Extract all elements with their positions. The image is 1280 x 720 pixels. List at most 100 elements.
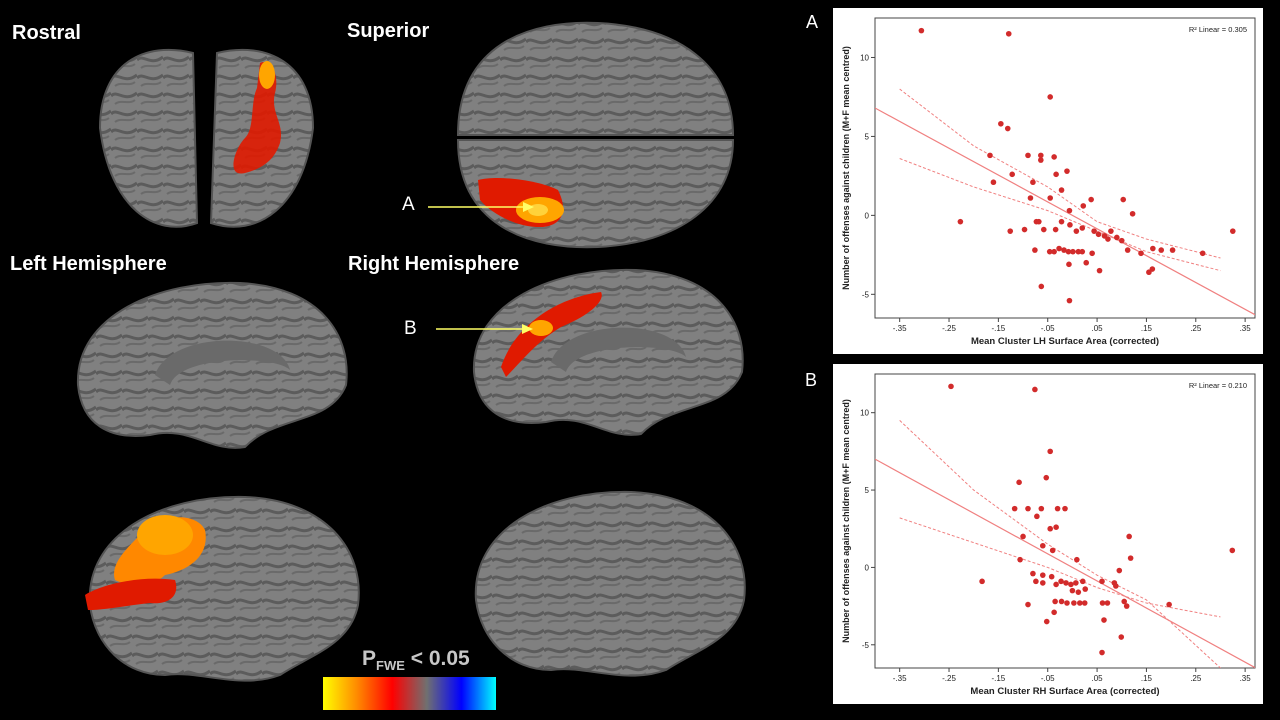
data-point xyxy=(1052,226,1059,233)
data-point xyxy=(1150,245,1156,252)
data-point xyxy=(1081,600,1088,606)
data-point xyxy=(1064,168,1070,174)
data-point xyxy=(1020,533,1026,540)
y-tick-label: 5 xyxy=(865,132,870,141)
superior-label: Superior xyxy=(347,20,430,42)
y-tick-label: 10 xyxy=(860,409,869,418)
data-point xyxy=(1113,583,1119,589)
y-tick-label: 0 xyxy=(865,211,870,220)
data-point xyxy=(1070,248,1076,255)
ci-upper-line xyxy=(899,420,1221,668)
data-point xyxy=(1025,152,1031,159)
x-tick-label: -.15 xyxy=(991,674,1005,683)
data-point xyxy=(1075,589,1082,595)
data-point xyxy=(1051,609,1057,616)
data-point xyxy=(1099,578,1105,585)
r2-label: R² Linear = 0.305 xyxy=(1189,25,1247,34)
brain-left-hemisphere-medial xyxy=(76,281,348,449)
data-point xyxy=(1054,505,1061,512)
rostral-label: Rostral xyxy=(12,22,81,44)
r2-label: R² Linear = 0.210 xyxy=(1189,381,1247,390)
data-point xyxy=(1038,152,1044,159)
scatter-plot-a: -.35 -.25 -.15 -.05 .05 .15 .25 .35 10 5 0 -5 Mean C… xyxy=(841,17,1256,347)
data-point xyxy=(1040,226,1047,233)
ci-upper-line xyxy=(899,88,1221,259)
data-point xyxy=(1068,581,1074,588)
data-point xyxy=(979,578,985,585)
data-point xyxy=(918,27,925,34)
data-point xyxy=(1034,513,1040,520)
data-point xyxy=(1124,247,1131,253)
colorbar-label: PFWE < 0.05 xyxy=(362,647,470,673)
x-axis-label: Mean Cluster LH Surface Area (corrected) xyxy=(971,336,1159,347)
data-point xyxy=(1166,601,1172,608)
colorbar-label-p: P xyxy=(362,647,377,670)
brain-rostral-view xyxy=(98,48,315,228)
data-point xyxy=(1071,600,1077,606)
data-point xyxy=(1039,572,1046,578)
data-point xyxy=(1049,547,1056,554)
data-point xyxy=(1058,187,1065,193)
data-point xyxy=(1064,600,1070,606)
x-tick-label: .15 xyxy=(1141,674,1153,683)
data-point xyxy=(1077,600,1083,606)
brain-right-hemisphere-medial xyxy=(472,268,744,436)
brain-left-hemisphere-lateral xyxy=(85,495,360,682)
colorbar-label-sub: FWE xyxy=(376,658,405,674)
brain-superior-view xyxy=(456,21,735,249)
data-point xyxy=(1016,479,1022,486)
data-point xyxy=(1021,226,1028,233)
data-point xyxy=(1126,533,1132,540)
data-point xyxy=(1067,222,1073,228)
data-point xyxy=(948,383,954,390)
data-point xyxy=(1017,556,1023,563)
data-point xyxy=(1229,228,1236,234)
data-point xyxy=(957,218,964,225)
x-tick-label: .25 xyxy=(1190,674,1202,683)
data-point xyxy=(1080,203,1087,209)
scatter-panel-b: -.35 -.25 -.15 -.05 .05 .15 .25 .35 10 5 0 -5 Mean C… xyxy=(833,364,1263,704)
data-point xyxy=(1066,207,1073,214)
data-point xyxy=(1061,247,1067,253)
x-tick-label: -.05 xyxy=(1041,324,1055,333)
panel-a-letter: A xyxy=(806,12,819,32)
data-point xyxy=(1082,586,1089,592)
data-point xyxy=(1099,649,1105,656)
data-point xyxy=(1056,245,1062,252)
plot-area-frame xyxy=(874,17,1256,319)
x-tick-label: .35 xyxy=(1240,324,1252,333)
data-point xyxy=(1047,94,1053,100)
y-axis-label: Number of offenses against children (M+F… xyxy=(841,399,851,643)
data-point xyxy=(1038,505,1045,512)
x-tick-label: .25 xyxy=(1190,324,1202,333)
data-point xyxy=(1032,247,1038,253)
data-point xyxy=(1158,247,1165,253)
y-tick-label: -5 xyxy=(862,290,870,299)
data-point xyxy=(1229,547,1236,554)
x-tick-label: .05 xyxy=(1092,324,1104,333)
x-tick-label: -.35 xyxy=(893,324,907,333)
colorbar-label-rest: < 0.05 xyxy=(404,647,470,670)
data-point xyxy=(1004,125,1011,132)
data-point xyxy=(1051,154,1057,160)
data-point xyxy=(1079,225,1086,231)
x-tick-label: -.35 xyxy=(893,674,907,683)
x-tick-label: -.05 xyxy=(1041,674,1055,683)
y-tick-label: -5 xyxy=(862,641,870,650)
data-point xyxy=(1058,598,1065,605)
data-point xyxy=(1030,570,1036,577)
data-point xyxy=(1058,218,1065,225)
brain-right-hemisphere-lateral xyxy=(474,490,746,677)
data-point xyxy=(1027,195,1034,201)
data-point xyxy=(1075,248,1082,255)
y-tick-label: 0 xyxy=(865,563,870,572)
left-hemisphere-label: Left Hemisphere xyxy=(10,253,167,275)
x-tick-label: .15 xyxy=(1141,324,1153,333)
data-point xyxy=(1048,573,1055,580)
data-point xyxy=(1066,297,1073,304)
data-point xyxy=(1199,250,1206,257)
x-tick-label: .05 xyxy=(1092,674,1104,683)
data-point xyxy=(1032,386,1038,393)
data-point xyxy=(1043,618,1050,625)
data-point xyxy=(1114,234,1120,241)
